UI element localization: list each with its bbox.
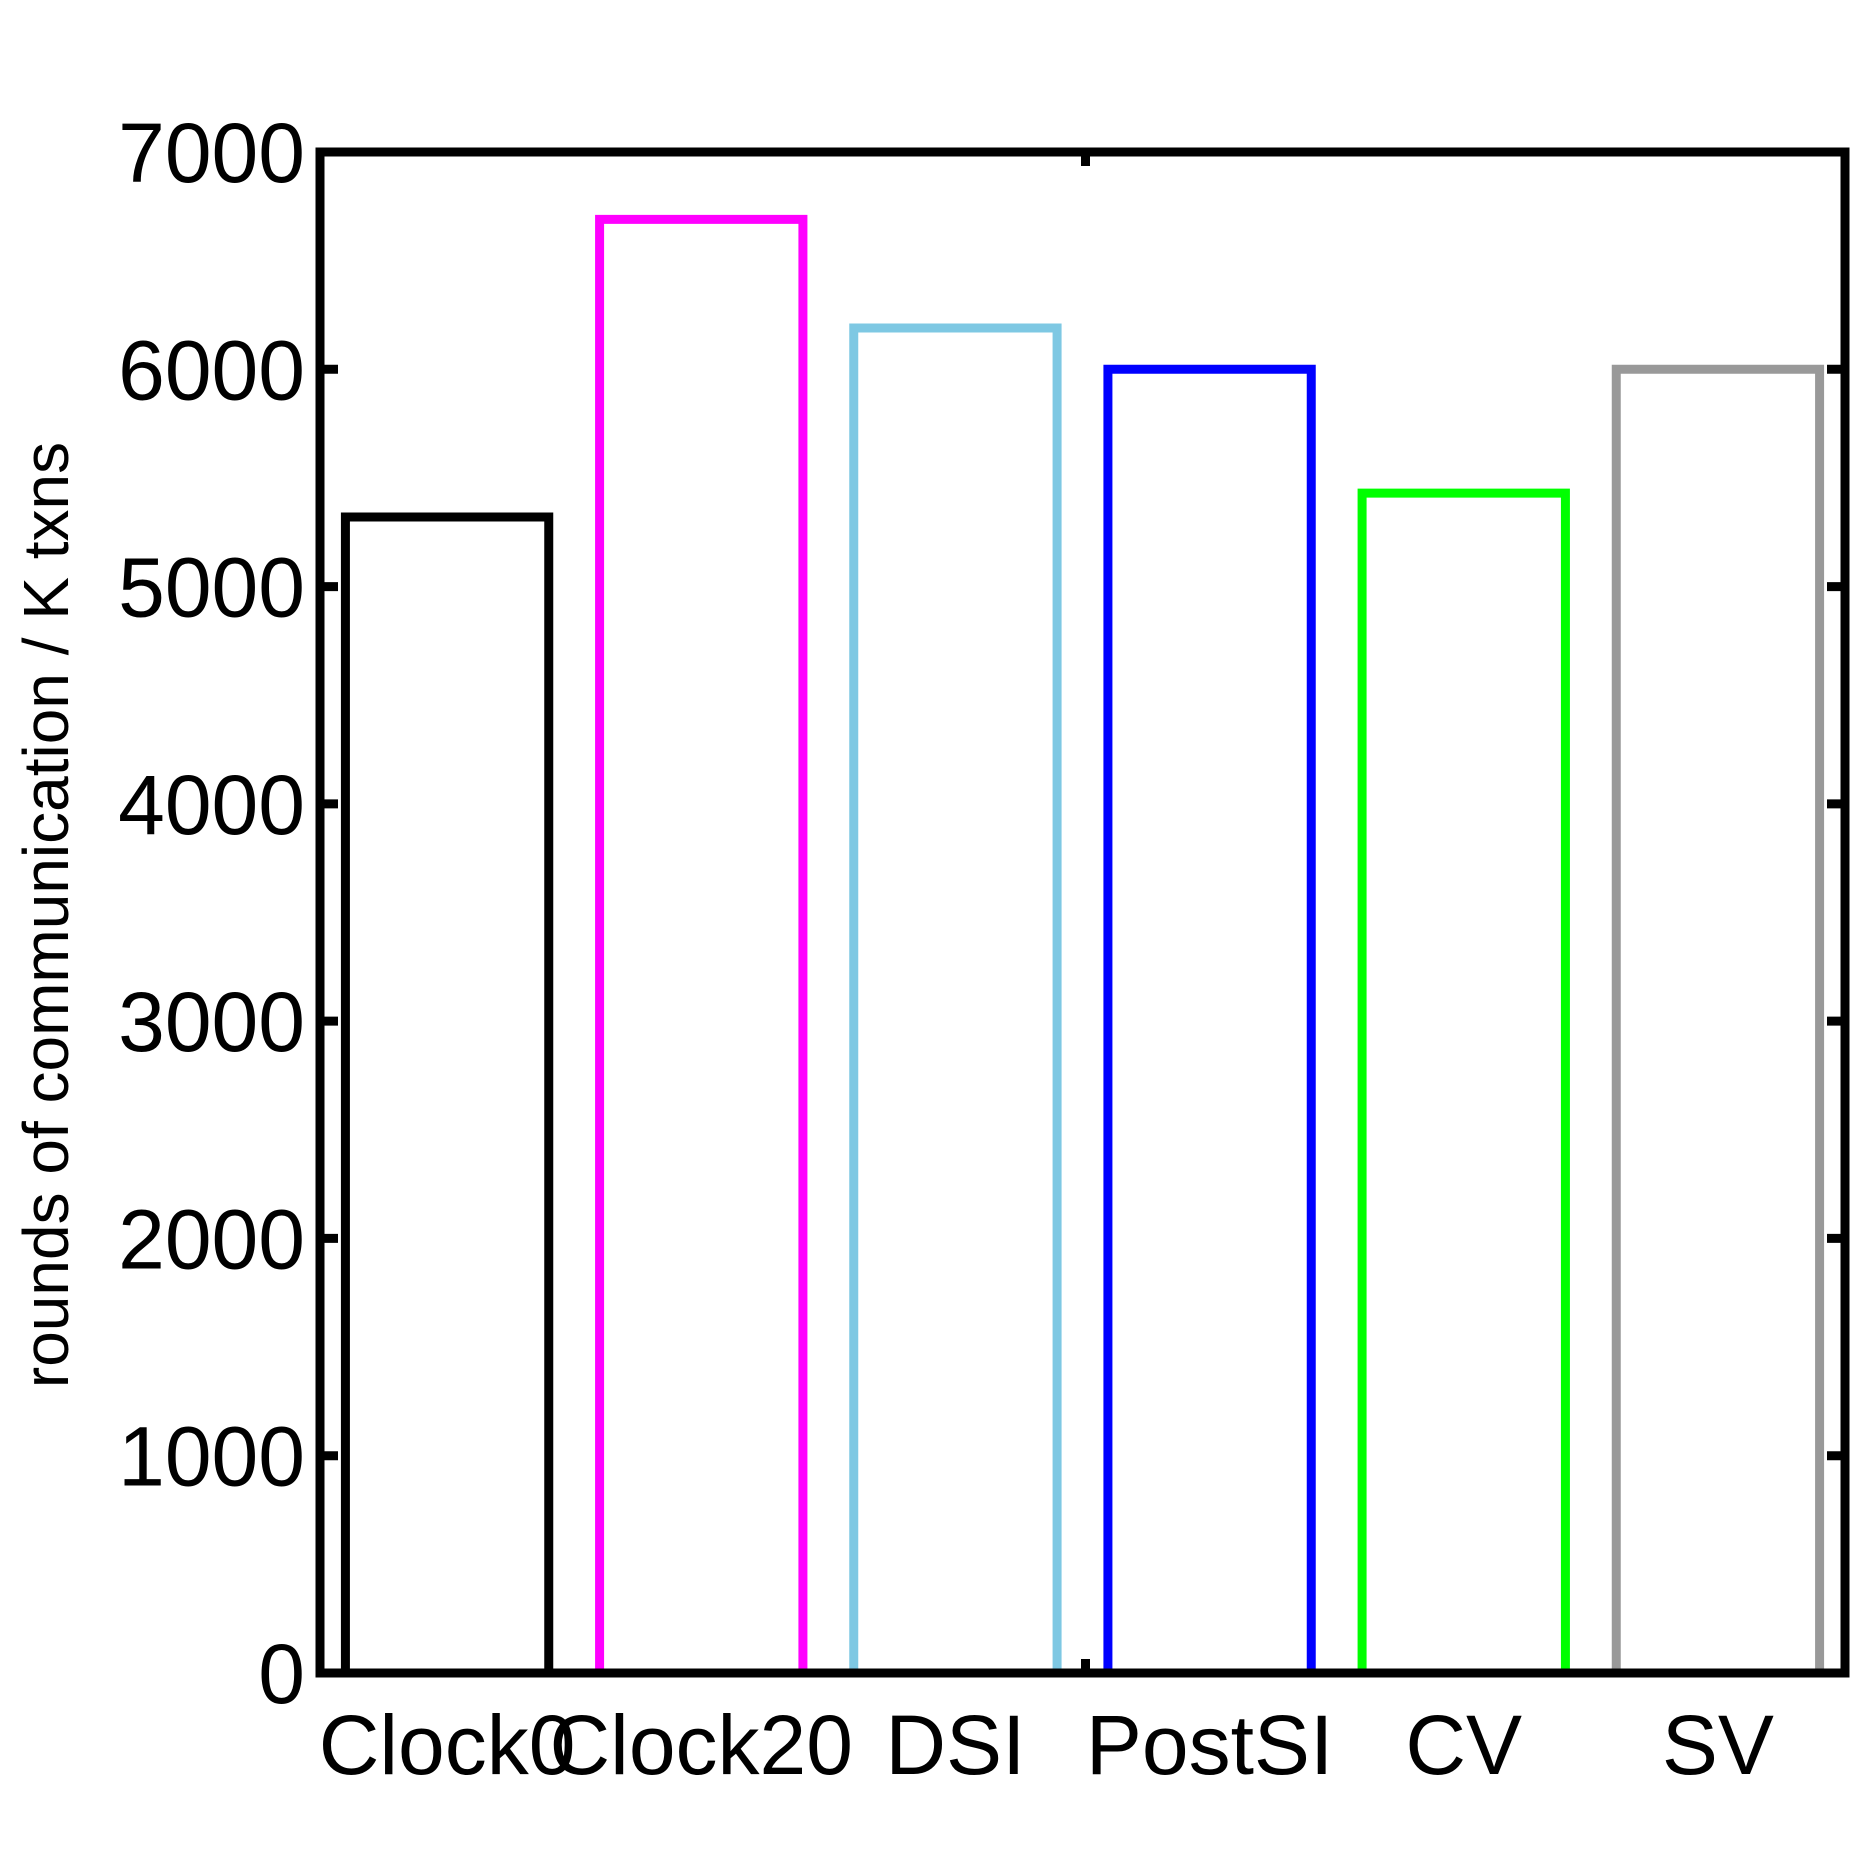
bar-clock20 (595, 214, 808, 1673)
x-tick-label-postsi: PostSI (1086, 1698, 1333, 1792)
bar-dsi (849, 323, 1062, 1673)
x-tick-label-clock20: Clock20 (550, 1698, 853, 1792)
y-tick-label: 7000 (118, 106, 305, 200)
y-tick-label: 1000 (118, 1410, 305, 1504)
y-tick-label: 3000 (118, 975, 305, 1069)
bar-cv (1357, 488, 1570, 1673)
y-tick-label: 5000 (118, 541, 305, 635)
y-tick-label: 0 (258, 1627, 305, 1721)
x-tick-label-dsi: DSI (885, 1698, 1025, 1792)
axes-layer (315, 147, 1850, 1678)
y-tick-label: 6000 (118, 323, 305, 417)
x-tick-label-sv: SV (1662, 1698, 1774, 1792)
y-tick-label: 4000 (118, 758, 305, 852)
bar-clock0 (340, 512, 554, 1673)
bars-layer (340, 214, 1825, 1673)
x-tick-label-cv: CV (1405, 1698, 1522, 1792)
bar-sv (1611, 364, 1825, 1673)
y-tick-label: 2000 (118, 1192, 305, 1286)
x-tick-label-clock0: Clock0 (319, 1698, 576, 1792)
y-axis-title: rounds of communication / K txns (10, 442, 82, 1388)
bar-postsi (1103, 364, 1316, 1673)
